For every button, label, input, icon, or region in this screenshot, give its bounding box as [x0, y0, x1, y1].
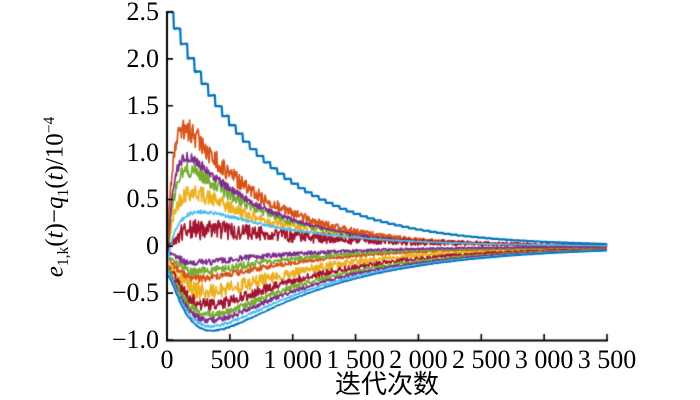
y-tick-label: 0 [146, 231, 159, 261]
x-tick-label: 1 500 [326, 345, 385, 374]
y-label-segment: )/10 [41, 133, 69, 174]
y-tick-label: −0.5 [111, 278, 159, 308]
x-tick-label: 2 000 [389, 345, 448, 374]
y-label-segment: t [41, 173, 69, 181]
y-label-segment: −4 [41, 116, 59, 134]
x-tick-label: 0 [160, 345, 174, 374]
x-tick-label: 1 000 [263, 345, 322, 374]
y-tick-label: 1.5 [126, 90, 160, 120]
y-tick-label: 2.0 [126, 43, 160, 73]
x-tick-label: 3 000 [514, 345, 574, 374]
y-label-segment: )− [41, 209, 69, 232]
y-label-segment: 1 [54, 188, 72, 197]
y-label-segment: e [41, 266, 69, 278]
y-tick-label: 1.0 [126, 137, 160, 167]
y-tick-label: 2.5 [126, 0, 160, 26]
x-tick-label: 2 500 [452, 345, 511, 374]
y-label-segment: ( [41, 180, 69, 189]
y-tick-label: 0.5 [126, 184, 160, 214]
y-label-segment: ( [41, 238, 69, 247]
y-label-segment: q [41, 196, 69, 210]
y-tick-label: −1.0 [111, 325, 159, 354]
x-tick-label: 3 500 [577, 345, 637, 374]
y-label-segment: 1,k [54, 246, 72, 267]
x-tick-label: 500 [210, 345, 250, 374]
x-axis-label: 迭代次数 [334, 369, 440, 399]
y-label-segment: t [41, 231, 69, 239]
y-axis-label: e1,k(t)−q1(t)/10−4 [41, 117, 73, 278]
